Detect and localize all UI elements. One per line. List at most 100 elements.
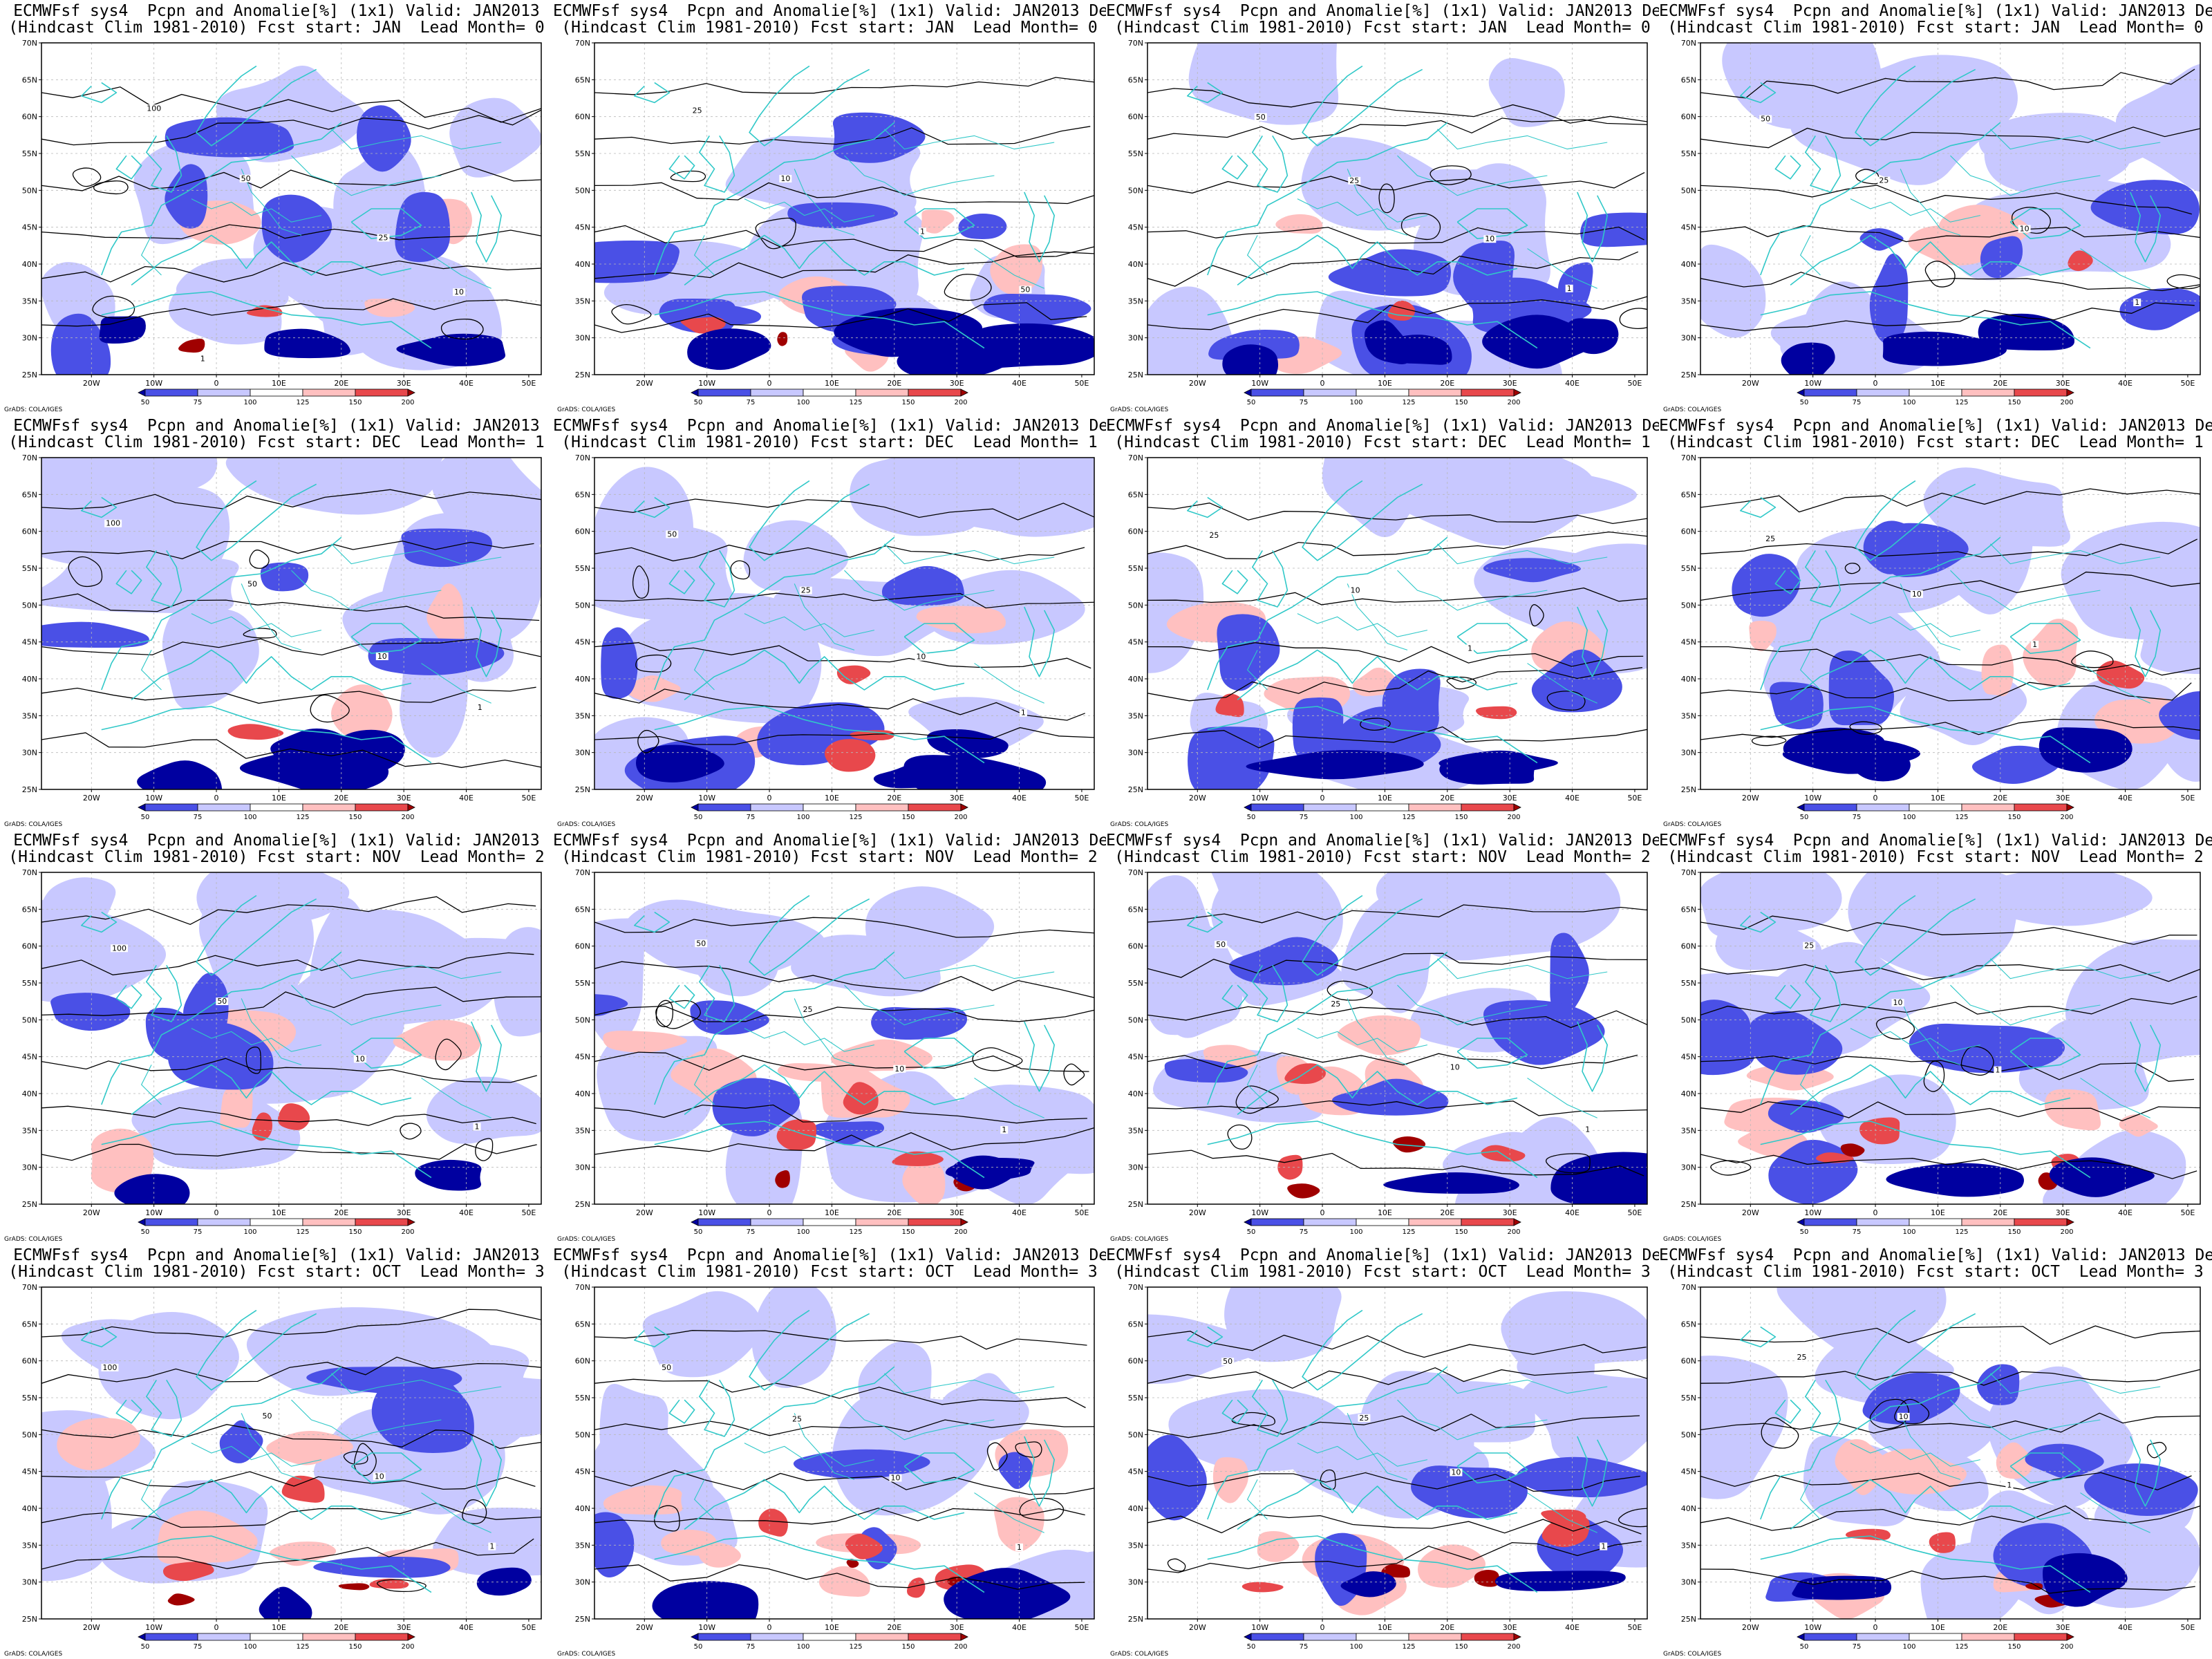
- colorbar-segment: [355, 1633, 409, 1641]
- lat-tick-label: 65N: [1681, 1320, 1696, 1329]
- anomaly-area-light-red: [830, 1039, 933, 1071]
- anomaly-area-blue: [41, 621, 149, 648]
- climatology-contours: [41, 489, 541, 768]
- anomaly-area-deep-blue: [1389, 335, 1452, 365]
- lat-tick-label: 60N: [1681, 942, 1696, 951]
- lat-tick-label: 60N: [1128, 527, 1143, 536]
- lon-tick-label: 20E: [334, 1623, 348, 1632]
- lon-tick-label: 10E: [272, 1623, 286, 1632]
- lat-tick-label: 70N: [1128, 868, 1143, 877]
- lat-tick-label: 45N: [22, 1468, 37, 1477]
- map-frame: [1147, 872, 1648, 1205]
- lat-tick-label: 70N: [575, 39, 590, 48]
- lat-tick-label: 60N: [22, 527, 37, 536]
- anomaly-area-blue: [165, 117, 294, 158]
- anomaly-area-deep-blue: [1886, 1163, 2024, 1197]
- svg-text:50: 50: [1223, 1357, 1232, 1366]
- colorbar-segment: [302, 388, 356, 397]
- colorbar-label: 200: [2060, 1228, 2073, 1236]
- colorbar-arrow-low: [691, 1633, 699, 1641]
- anomaly-area-light-blue: [1488, 58, 1565, 127]
- colorbar-label: 75: [194, 814, 203, 821]
- contour-label: 100: [104, 519, 122, 528]
- contour-label: 50: [666, 529, 679, 538]
- colorbar-label: 150: [1454, 1228, 1468, 1236]
- anomaly-area-blue: [1557, 262, 1593, 320]
- colorbar-label: 200: [1507, 1643, 1520, 1651]
- panel-subtitle: (Hindcast Clim 1981-2010) Fcst start: DE…: [8, 433, 545, 451]
- colorbar-label: 100: [1902, 814, 1915, 821]
- anomaly-area-light-red: [1981, 644, 2014, 697]
- lon-tick-label: 30E: [2056, 379, 2070, 388]
- anomaly-area-red: [227, 724, 284, 740]
- colorbar-label: 125: [1402, 1228, 1415, 1236]
- lon-tick-label: 20W: [1189, 1208, 1206, 1217]
- lon-tick-label: 40E: [1012, 379, 1027, 388]
- lat-tick-label: 70N: [575, 453, 590, 462]
- colorbar-label: 50: [694, 1643, 703, 1651]
- svg-text:10: 10: [2020, 225, 2030, 234]
- lon-tick-label: 0: [1873, 1623, 1878, 1632]
- lat-tick-label: 45N: [1681, 1053, 1696, 1062]
- svg-text:10: 10: [1485, 234, 1494, 243]
- lat-tick-label: 60N: [1128, 1357, 1143, 1366]
- colorbar-arrow-high: [1513, 803, 1521, 812]
- svg-text:25: 25: [1209, 531, 1219, 540]
- forecast-panel: 25 10 1 70N 65N 60N 55N 50N 45N 40N 35N 30N 25N 20W 10…: [1659, 1244, 2212, 1659]
- lat-tick-label: 40N: [22, 675, 37, 684]
- country-borders: [1246, 958, 1608, 1118]
- anomaly-area-light-blue: [41, 900, 166, 1003]
- map-frame: [1700, 1286, 2201, 1620]
- lat-tick-label: 45N: [575, 223, 590, 232]
- colorbar-segment: [355, 388, 409, 397]
- anomaly-area-light-red: [1337, 1015, 1421, 1056]
- colorbar-label: 50: [141, 814, 150, 821]
- lon-tick-label: 20W: [636, 379, 653, 388]
- lat-tick-label: 60N: [1128, 942, 1143, 951]
- lon-tick-label: 0: [1873, 794, 1878, 803]
- lon-tick-label: 20W: [636, 1208, 653, 1217]
- graticule: [1147, 872, 1647, 1204]
- lon-tick-label: 40E: [2118, 794, 2133, 803]
- colorbar: 50 75 100 125 150 200: [691, 1218, 968, 1236]
- contour-label: 10: [915, 653, 928, 662]
- anomaly-area-light-blue: [449, 97, 541, 178]
- colorbar-label: 100: [243, 399, 256, 406]
- colorbar-label: 200: [401, 1643, 414, 1651]
- contour-label: 50: [1221, 1357, 1235, 1366]
- colorbar-segment: [750, 1218, 804, 1226]
- lat-tick-label: 70N: [1128, 39, 1143, 48]
- anomaly-area-blue: [871, 1006, 968, 1040]
- lon-tick-label: 20W: [1742, 379, 1759, 388]
- anomaly-area-blue: [1828, 650, 1895, 726]
- forecast-panel: 100 50 25 10 1 70N 65N 60N 55N 50N 45N 40N 35N 30N 25N…: [0, 0, 553, 415]
- colorbar-label: 50: [1247, 1643, 1256, 1651]
- forecast-panel: 100 50 10 1 70N 65N 60N 55N 50N 45N 40N 35N 30N 25N 20…: [0, 1244, 553, 1659]
- anomaly-area-blue: [594, 994, 628, 1016]
- anomaly-area-blue: [1700, 1000, 1756, 1076]
- contour-label: 25: [791, 1415, 804, 1424]
- lat-tick-label: 60N: [575, 113, 590, 122]
- svg-text:10: 10: [377, 652, 387, 661]
- lon-tick-label: 50E: [1074, 794, 1089, 803]
- contour-label: 50: [261, 1412, 274, 1421]
- map-frame: [41, 872, 542, 1205]
- lat-tick-label: 40N: [1681, 260, 1696, 269]
- anomaly-area-red: [1929, 1532, 1956, 1553]
- anomaly-area-deep-blue: [1882, 331, 2007, 366]
- anomaly-area-light-blue: [1970, 872, 2153, 926]
- lon-tick-label: 40E: [1565, 794, 1580, 803]
- colorbar-segment: [1909, 803, 1962, 812]
- svg-text:10: 10: [916, 653, 926, 662]
- lon-tick-label: 20E: [334, 794, 348, 803]
- anomaly-area-blue: [1516, 1456, 1647, 1498]
- anomaly-area-red: [758, 1508, 788, 1537]
- colorbar-arrow-high: [407, 1633, 415, 1641]
- map-frame: [41, 457, 542, 790]
- lat-tick-label: 40N: [1128, 1504, 1143, 1513]
- svg-text:25: 25: [1331, 1000, 1340, 1009]
- colorbar-segment: [1909, 388, 1962, 397]
- lat-tick-label: 45N: [22, 1053, 37, 1062]
- svg-text:50: 50: [1216, 940, 1226, 949]
- lat-tick-label: 30N: [1681, 749, 1696, 758]
